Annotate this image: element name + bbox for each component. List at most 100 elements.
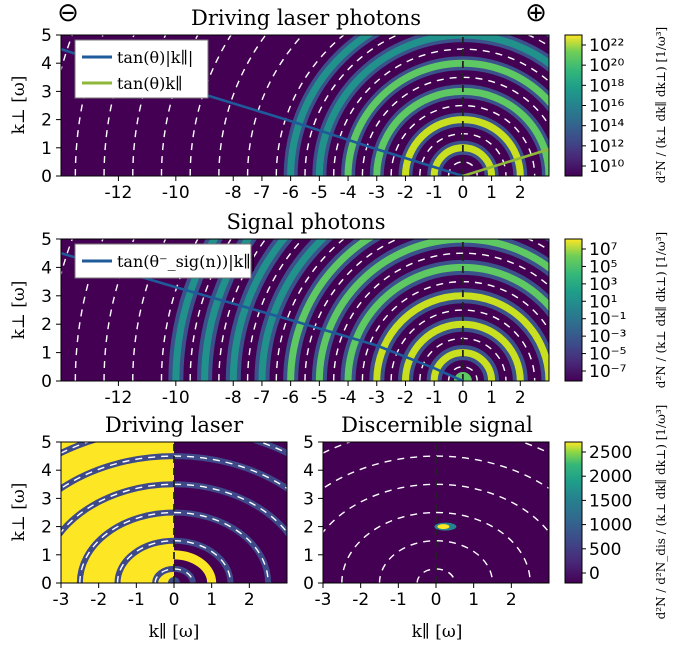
colorbar-a-tick-label: 10¹⁰ bbox=[589, 157, 624, 177]
panel-b-xtick-label: 2 bbox=[515, 388, 526, 408]
panel-a-xtick-label: -1 bbox=[426, 183, 443, 203]
panel-d-xtick-label: -1 bbox=[390, 590, 407, 610]
colorbar-b-tick-label: 10³ bbox=[589, 275, 617, 295]
colorbar-b-tick-label: 10⁻¹ bbox=[589, 310, 626, 330]
panel-b-xtick-label: -12 bbox=[105, 388, 133, 408]
contour-dashed bbox=[378, 540, 494, 583]
panel-d-xtick-label: 2 bbox=[506, 590, 517, 610]
panel-d-ytick-label: 3 bbox=[303, 489, 314, 509]
panel-c-ytick-label: 0 bbox=[41, 574, 52, 594]
panel-a-xtick-label: -7 bbox=[253, 183, 270, 203]
contour-dashed bbox=[160, 35, 200, 176]
signal-hotspot bbox=[437, 524, 450, 530]
signal-ring bbox=[401, 320, 524, 381]
panel-c-title: Driving laser bbox=[105, 413, 244, 437]
panel-a-xtick-label: -3 bbox=[368, 183, 385, 203]
panel-b-ylabel: k⊥ [ω] bbox=[9, 281, 29, 340]
panel-d-title: Discernible signal bbox=[341, 413, 533, 437]
panel-b-ytick-label: 3 bbox=[41, 287, 52, 307]
series-tan-sig bbox=[61, 251, 464, 381]
colorbar-a-tick-label: 10²⁰ bbox=[589, 56, 624, 76]
panel-c-xtick-label: -2 bbox=[90, 590, 107, 610]
panel-b-xtick-label: -7 bbox=[253, 388, 270, 408]
panel-b-xtick-label: -6 bbox=[282, 388, 299, 408]
contour-dashed bbox=[189, 35, 232, 176]
legend-b-0: tan(θ⁻_sig(n))|k∥| bbox=[117, 252, 256, 271]
panel-a-xtick-label: -4 bbox=[340, 183, 357, 203]
panel-c-ytick-label: 4 bbox=[41, 461, 52, 481]
colorbar-b-label: d²N / (k⊥ dk∥ dk⊥) [1/ω³] bbox=[654, 232, 668, 388]
panel-a-ylabel: k⊥ [ω] bbox=[9, 76, 29, 135]
panel-c-xtick-label: 1 bbox=[206, 590, 217, 610]
panel-d-plot bbox=[322, 441, 550, 584]
panel-a-xtick-label: 2 bbox=[515, 183, 526, 203]
panel-b-ytick-label: 0 bbox=[41, 372, 52, 392]
panel-d-xtick-label: 0 bbox=[431, 590, 442, 610]
colorbar-d-tick-label: 1000 bbox=[589, 516, 632, 536]
panel-a-xtick-label: -6 bbox=[282, 183, 299, 203]
panel-b-xtick-label: -4 bbox=[340, 388, 357, 408]
legend-a-0: tan(θ)|k∥| bbox=[117, 48, 193, 67]
contour-dashed bbox=[79, 511, 269, 583]
colorbar-a-tick-label: 10¹⁶ bbox=[589, 97, 624, 117]
panel-b-ytick-label: 5 bbox=[41, 230, 52, 250]
panel-b-xtick-label: -1 bbox=[426, 388, 443, 408]
colorbar-d-tick-label: 2000 bbox=[589, 467, 632, 487]
panel-a-plot bbox=[60, 34, 550, 177]
legend-a-1: tan(θ)k∥ bbox=[117, 74, 182, 93]
panel-a-ytick-label: 4 bbox=[41, 54, 52, 74]
panel-a-ytick-label: 5 bbox=[41, 26, 52, 46]
panel-d-colorbar: 2500 2000 1500 1000 500 0 d²N / d²N_dis / (k⊥… bbox=[564, 405, 668, 619]
contour-dashed bbox=[416, 568, 456, 583]
contour-dashed bbox=[333, 252, 549, 381]
panel-d-ytick-label: 1 bbox=[303, 546, 314, 566]
panel-d-xtick-label: -2 bbox=[352, 590, 369, 610]
panel-d-ytick-label: 5 bbox=[303, 433, 314, 453]
panel-b-xtick-label: 1 bbox=[486, 388, 497, 408]
panel-c-xtick-label: 2 bbox=[244, 590, 255, 610]
signal-ring bbox=[315, 239, 549, 381]
contour-dashed bbox=[154, 568, 194, 583]
contour-dashed bbox=[218, 35, 267, 176]
panel-b-xtick-label: -5 bbox=[311, 388, 328, 408]
panel-d-ytick-label: 2 bbox=[303, 518, 314, 538]
panel-a-title: Driving laser photons bbox=[191, 6, 421, 30]
colorbar-b-tick-label: 10¹ bbox=[589, 292, 617, 312]
panel-d-ytick-label: 0 bbox=[303, 574, 314, 594]
colorbar-d-tick-label: 500 bbox=[589, 540, 621, 560]
contour-dashed bbox=[116, 540, 232, 583]
colorbar-a-tick-label: 10²² bbox=[589, 36, 624, 56]
driving-ring bbox=[315, 35, 549, 176]
colorbar-d-tick-label: 1500 bbox=[589, 491, 632, 511]
panel-c-ytick-label: 2 bbox=[41, 518, 52, 538]
panel-b-xtick-label: -2 bbox=[397, 388, 414, 408]
colorbar-b-tick-label: 10⁵ bbox=[589, 257, 617, 277]
signal-ring bbox=[287, 239, 375, 381]
panel-b-xtick-label: -3 bbox=[368, 388, 385, 408]
series-tan-signed bbox=[462, 147, 549, 176]
panel-c-xtick-label: 0 bbox=[169, 590, 180, 610]
contour-dashed bbox=[341, 511, 531, 583]
panel-d-ytick-label: 4 bbox=[303, 461, 314, 481]
panel-c-xtick-label: -1 bbox=[128, 590, 145, 610]
panel-a-xtick-label: -5 bbox=[311, 183, 328, 203]
plus-circle-icon: ⊕ bbox=[525, 0, 547, 28]
colorbar-a-tick-label: 10¹⁴ bbox=[589, 117, 624, 137]
panel-d-xtick-label: -3 bbox=[315, 590, 332, 610]
panel-b-xtick-label: 0 bbox=[457, 388, 468, 408]
panel-a-xtick-label: -10 bbox=[162, 183, 190, 203]
colorbar-a-label: d²N / (k⊥ dk∥ dk⊥) [1/ω³] bbox=[654, 27, 668, 183]
panel-a-xtick-label: 1 bbox=[486, 183, 497, 203]
panel-b-xtick-label: -10 bbox=[162, 388, 190, 408]
signal-ring bbox=[229, 239, 289, 381]
panel-c-ytick-label: 3 bbox=[41, 489, 52, 509]
colorbar-a-tick-label: 10¹² bbox=[589, 137, 624, 157]
colorbar-b-tick-label: 10⁷ bbox=[589, 240, 618, 260]
panel-a-xtick-label: 0 bbox=[457, 183, 468, 203]
signal-ring bbox=[258, 239, 328, 381]
panel-c-ylabel: k⊥ [ω] bbox=[9, 483, 29, 542]
panel-a-xtick-label: -2 bbox=[397, 183, 414, 203]
